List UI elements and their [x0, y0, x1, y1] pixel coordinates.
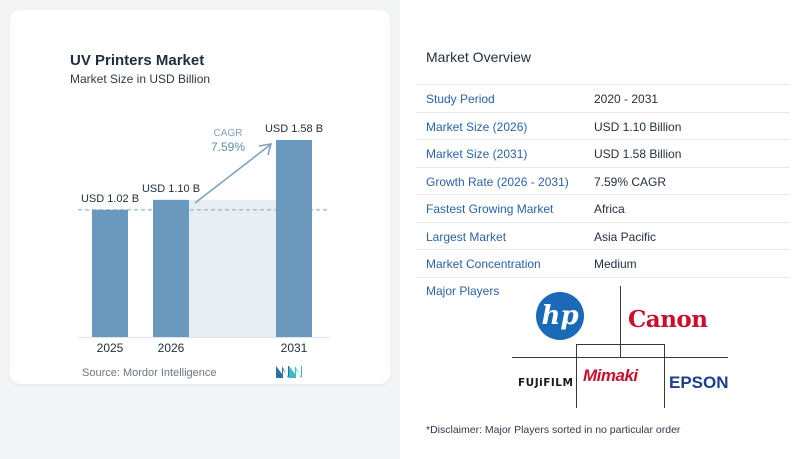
logo-divider: [664, 344, 665, 408]
cagr-arrow-line: [194, 144, 271, 204]
overview-row: Market Size (2026) USD 1.10 Billion: [416, 113, 790, 140]
logo-divider: [576, 344, 577, 408]
overview-row-value: 7.59% CAGR: [594, 174, 667, 189]
category-label-2026: 2026: [158, 341, 185, 355]
logo-divider: [512, 357, 728, 358]
major-players-title: Major Players: [426, 284, 500, 298]
overview-row-label: Market Size (2031): [426, 147, 528, 161]
overview-row-value: USD 1.10 Billion: [594, 119, 682, 134]
bar-2026: [153, 199, 189, 337]
chart-title: UV Printers Market: [70, 52, 205, 69]
hp-logo: hp: [536, 292, 584, 340]
bar-2031: [276, 140, 312, 337]
mordor-logo-icon: [276, 366, 302, 378]
chart-subtitle: Market Size in USD Billion: [70, 72, 211, 86]
bar-2025: [92, 209, 128, 337]
bar-chart: USD 1.02 B 2025 USD 1.10 B 2026 USD 1.58 B 20…: [78, 123, 330, 355]
overview-card: [400, 0, 800, 459]
overview-row-value: Asia Pacific: [594, 229, 657, 244]
overview-row-label: Study Period: [426, 92, 495, 106]
overview-row-label: Growth Rate (2026 - 2031): [426, 174, 569, 189]
cagr-value: 7.59%: [211, 140, 245, 154]
cagr-arrow-head: [258, 143, 273, 156]
data-label-2025: USD 1.02 B: [81, 193, 139, 205]
overview-row: Largest Market Asia Pacific: [416, 223, 790, 250]
shade-band: [189, 199, 276, 337]
overview-row: Growth Rate (2026 - 2031) 7.59% CAGR: [416, 168, 790, 195]
overview-row: Fastest Growing Market Africa: [416, 195, 790, 223]
overview-row-label: Fastest Growing Market: [426, 202, 554, 216]
overview-row-label: Largest Market: [426, 229, 507, 244]
logo-divider: [620, 286, 621, 358]
overview-title: Market Overview: [426, 49, 532, 65]
overview-row: Study Period 2020 - 2031: [416, 84, 790, 113]
overview-row-label: Market Size (2026): [426, 119, 528, 134]
hp-logo-text: hp: [541, 301, 579, 331]
overview-row: Market Concentration Medium: [416, 250, 790, 278]
category-label-2031: 2031: [281, 341, 308, 355]
overview-row-value: Medium: [594, 257, 637, 271]
data-label-2026: USD 1.10 B: [142, 183, 200, 195]
data-label-2031: USD 1.58 B: [265, 123, 323, 135]
logo-divider: [576, 344, 664, 345]
disclaimer: *Disclaimer: Major Players sorted in no …: [426, 424, 681, 436]
canon-logo: Canon: [628, 306, 708, 333]
cagr-label: CAGR: [214, 128, 243, 139]
fujifilm-logo: FUJiFILM: [518, 377, 574, 389]
overview-table: Study Period 2020 - 2031 Market Size (2026…: [416, 84, 790, 278]
overview-row-value: 2020 - 2031: [594, 92, 659, 106]
overview-row-value: USD 1.58 Billion: [594, 147, 682, 161]
overview-row-value: Africa: [594, 202, 625, 216]
overview-row-label: Market Concentration: [426, 257, 541, 271]
category-label-2025: 2025: [97, 341, 124, 355]
source-text: Source: Mordor Intelligence: [82, 367, 217, 379]
epson-logo: EPSON: [669, 373, 729, 392]
mimaki-logo: Mimaki: [583, 366, 638, 385]
overview-row: Market Size (2031) USD 1.58 Billion: [416, 140, 790, 168]
